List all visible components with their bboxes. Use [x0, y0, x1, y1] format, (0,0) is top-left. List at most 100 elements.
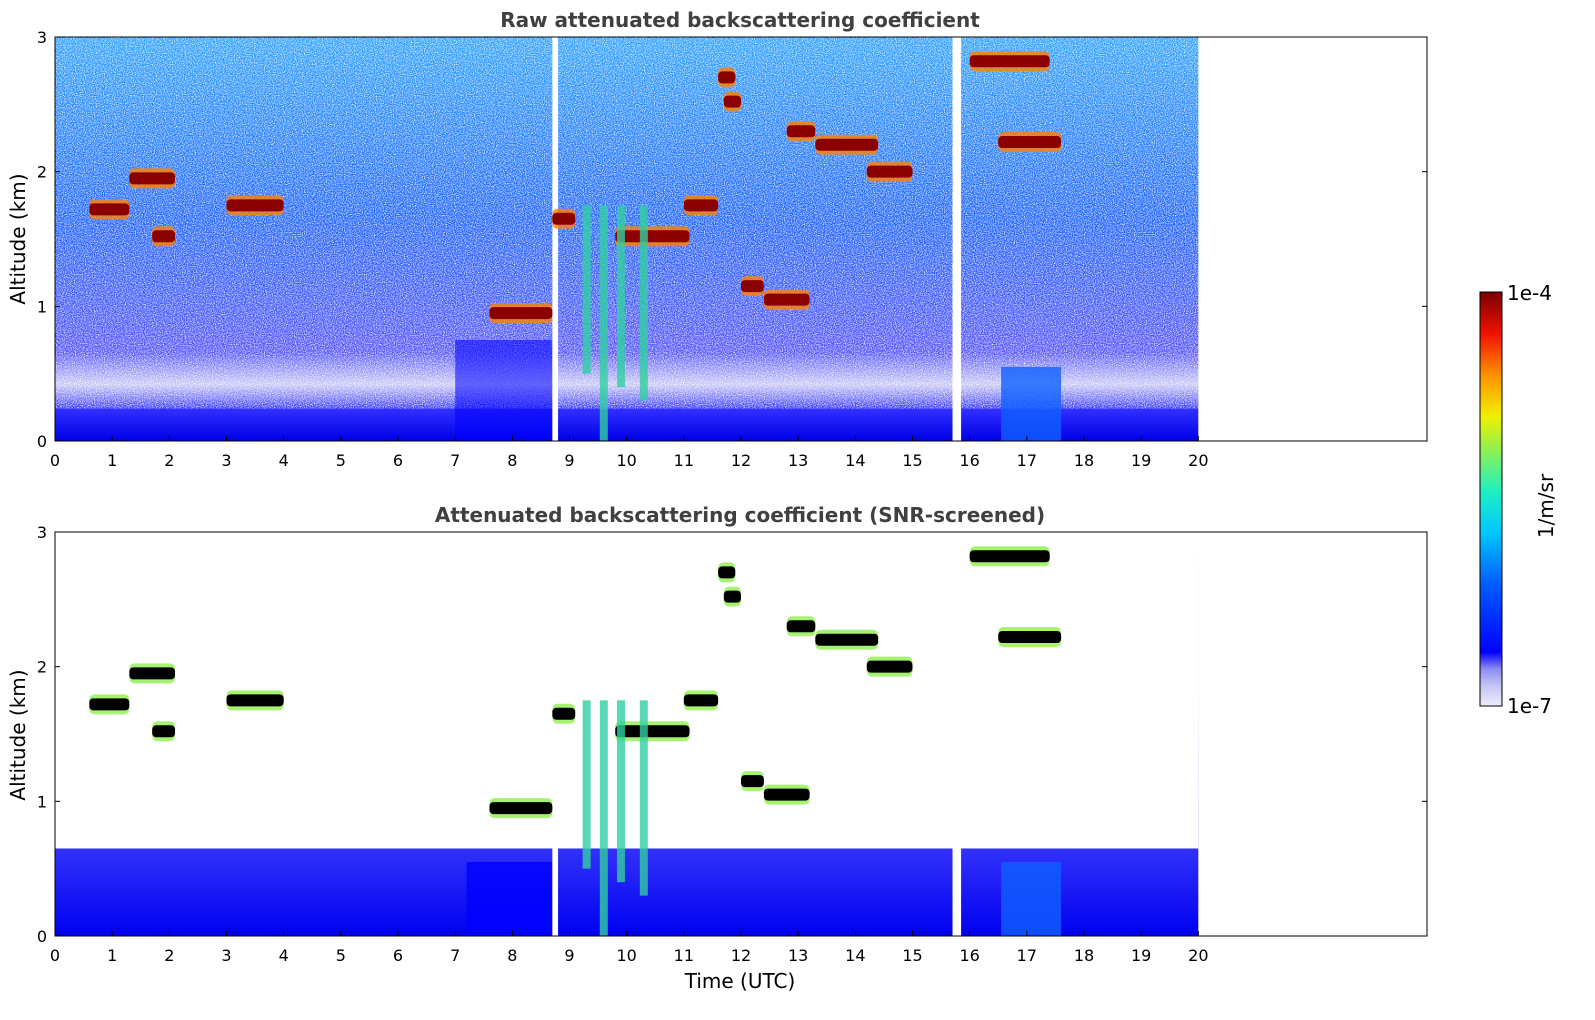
x-axis-label: Time (UTC)	[684, 969, 796, 993]
cloud-layer	[786, 620, 816, 633]
x-tick-label: 18	[1074, 946, 1094, 965]
y-axis-label: Altitude (km)	[6, 173, 30, 304]
cloud-layer	[741, 775, 764, 788]
x-tick-label: 15	[902, 946, 922, 965]
x-tick-label: 7	[450, 946, 460, 965]
cloud-layer	[89, 698, 130, 711]
x-tick-label: 14	[845, 946, 865, 965]
aerosol-band	[455, 340, 553, 441]
x-tick-label: 14	[845, 451, 865, 470]
x-tick-label: 13	[788, 451, 808, 470]
cloud-layer	[129, 667, 176, 680]
colorbar-gradient	[1479, 291, 1503, 707]
x-tick-label: 8	[507, 946, 517, 965]
x-tick-label: 16	[959, 451, 979, 470]
cloud-layer	[969, 55, 1050, 68]
x-tick-label: 9	[564, 451, 574, 470]
raw-backscatter-panel: Raw attenuated backscattering coefficien…	[6, 8, 1428, 470]
x-tick-label: 13	[788, 946, 808, 965]
y-tick-label: 3	[37, 28, 47, 47]
cloud-layer	[489, 307, 553, 320]
y-axis-label: Altitude (km)	[6, 669, 30, 800]
cloud-layer	[815, 633, 879, 646]
cloud-layer	[226, 694, 284, 707]
cloud-layer	[489, 802, 553, 815]
fall-streak	[639, 205, 648, 401]
x-tick-label: 7	[450, 451, 460, 470]
aerosol-band	[466, 861, 553, 936]
y-tick-label: 2	[37, 163, 47, 182]
x-tick-label: 2	[164, 946, 174, 965]
cloud-layer	[552, 212, 576, 225]
cloud-layer	[763, 293, 810, 306]
y-tick-label: 1	[37, 792, 47, 811]
cloud-layer	[552, 707, 576, 720]
x-tick-label: 1	[107, 946, 117, 965]
x-tick-label: 20	[1188, 946, 1208, 965]
y-tick-label: 2	[37, 658, 47, 677]
x-tick-label: 8	[507, 451, 517, 470]
data-gap	[552, 532, 559, 936]
cloud-layer	[152, 230, 176, 243]
cloud-layer	[129, 172, 176, 185]
x-tick-label: 3	[221, 451, 231, 470]
y-tick-label: 1	[37, 297, 47, 316]
data-gap	[952, 532, 962, 936]
fall-streak	[616, 205, 625, 388]
x-tick-label: 10	[616, 451, 636, 470]
fall-streak	[1001, 366, 1062, 441]
data-gap	[952, 37, 962, 441]
x-tick-label: 19	[1131, 946, 1151, 965]
cloud-layer	[89, 203, 130, 216]
fall-streak	[616, 700, 625, 883]
plot-area	[55, 532, 1199, 936]
chart-title: Raw attenuated backscattering coefficien…	[500, 8, 980, 32]
x-tick-label: 3	[221, 946, 231, 965]
cloud-layer	[815, 138, 879, 151]
x-tick-label: 9	[564, 946, 574, 965]
cloud-layer	[152, 725, 176, 738]
x-tick-label: 15	[902, 451, 922, 470]
plot-area	[55, 37, 1199, 441]
x-tick-label: 4	[279, 946, 289, 965]
colorbar-min-label: 1e-7	[1507, 694, 1552, 718]
x-tick-label: 12	[731, 946, 751, 965]
x-tick-label: 0	[50, 451, 60, 470]
fall-streak	[582, 700, 591, 869]
x-tick-label: 6	[393, 946, 403, 965]
fall-streak	[599, 205, 608, 441]
x-tick-label: 6	[393, 451, 403, 470]
x-tick-label: 17	[1017, 451, 1037, 470]
cloud-layer	[718, 566, 736, 579]
y-tick-label: 0	[37, 927, 47, 946]
colorbar: 1e-4 1e-7 1/m/sr	[1479, 281, 1558, 718]
cloud-layer	[741, 280, 764, 293]
x-axis: 0 1 2 3 4 5 6 7 8 9 10 11 12 13 14 15 16 17 18 19 20	[50, 931, 1209, 965]
cloud-layer	[866, 165, 913, 178]
x-tick-label: 11	[674, 451, 694, 470]
y-tick-label: 0	[37, 432, 47, 451]
cloud-layer	[969, 550, 1050, 563]
snr-screened-panel: Attenuated backscattering coefficient (S…	[6, 503, 1428, 993]
cloud-layer	[866, 660, 913, 673]
screened-blank	[55, 532, 1199, 849]
y-axis: 0 1 2 3	[37, 28, 1427, 451]
x-axis: 0 1 2 3 4 5 6 7 8 9 10 11 12 13 14 15 16 17 18 19 20	[50, 436, 1209, 470]
data-gap	[552, 37, 559, 441]
noise-speckle	[55, 37, 1199, 409]
fall-streak	[639, 700, 648, 896]
cloud-layer	[683, 694, 719, 707]
cloud-layer	[226, 199, 284, 212]
x-tick-label: 17	[1017, 946, 1037, 965]
x-tick-label: 4	[279, 451, 289, 470]
x-tick-label: 1	[107, 451, 117, 470]
x-tick-label: 0	[50, 946, 60, 965]
cloud-layer	[723, 590, 741, 603]
cloud-layer	[723, 95, 741, 108]
x-tick-label: 16	[959, 946, 979, 965]
cloud-layer	[615, 725, 690, 738]
y-tick-label: 3	[37, 523, 47, 542]
cloud-layer	[998, 631, 1062, 644]
x-tick-label: 18	[1074, 451, 1094, 470]
